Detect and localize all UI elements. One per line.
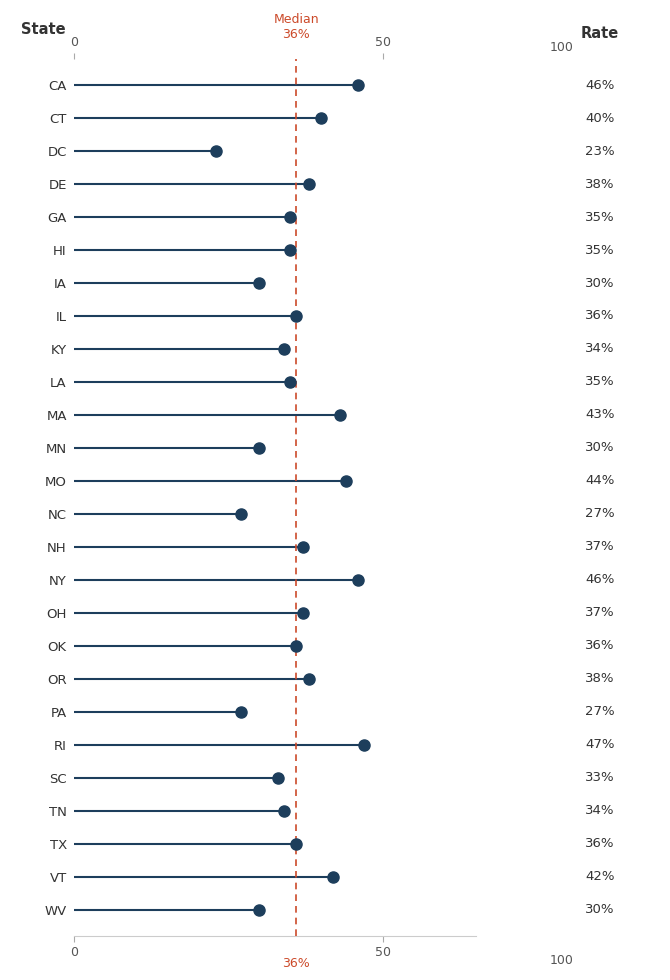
Text: 34%: 34% — [585, 342, 614, 356]
Text: 46%: 46% — [585, 78, 614, 92]
Text: State: State — [21, 22, 66, 37]
Text: 36%: 36% — [585, 639, 614, 653]
Text: 38%: 38% — [585, 177, 614, 190]
Text: Median
36%: Median 36% — [273, 13, 319, 40]
Text: 36%: 36% — [283, 957, 310, 970]
Text: 46%: 46% — [585, 573, 614, 586]
Text: 37%: 37% — [585, 607, 614, 619]
Text: 100: 100 — [549, 41, 574, 54]
Text: 42%: 42% — [585, 870, 614, 883]
Text: 33%: 33% — [585, 771, 614, 784]
Text: 36%: 36% — [585, 310, 614, 322]
Text: 100: 100 — [549, 955, 574, 967]
Text: 34%: 34% — [585, 805, 614, 817]
Text: 27%: 27% — [585, 706, 614, 718]
Text: 27%: 27% — [585, 508, 614, 520]
Text: 36%: 36% — [585, 837, 614, 850]
Text: 43%: 43% — [585, 409, 614, 421]
Text: 47%: 47% — [585, 738, 614, 751]
Text: 23%: 23% — [585, 145, 614, 158]
Text: 37%: 37% — [585, 540, 614, 554]
Text: 30%: 30% — [585, 441, 614, 455]
Text: 38%: 38% — [585, 672, 614, 685]
Text: Rate: Rate — [580, 25, 619, 40]
Text: 30%: 30% — [585, 903, 614, 916]
Text: 44%: 44% — [585, 474, 614, 487]
Text: 35%: 35% — [585, 211, 614, 223]
Text: 35%: 35% — [585, 244, 614, 257]
Text: 40%: 40% — [585, 112, 614, 124]
Text: 35%: 35% — [585, 375, 614, 388]
Text: 30%: 30% — [585, 276, 614, 289]
